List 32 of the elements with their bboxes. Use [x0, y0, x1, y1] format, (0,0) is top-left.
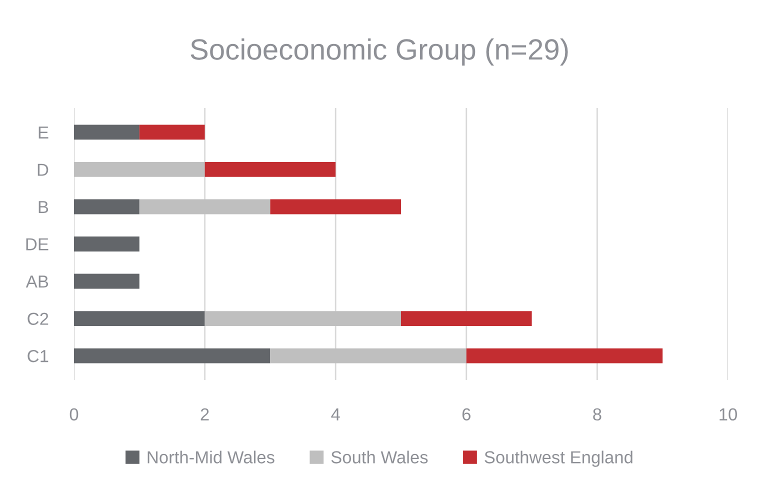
y-tick-label: D [38, 164, 48, 176]
bar [204, 162, 336, 177]
bar [74, 348, 270, 364]
legend-label: North-Mid Wales [148, 450, 274, 464]
bar [74, 199, 140, 214]
x-tick-label: 4 [331, 408, 340, 420]
x-tick-label: 6 [462, 408, 470, 421]
x-tick-label: 10 [720, 408, 737, 421]
bar [401, 311, 532, 326]
bar [74, 236, 140, 252]
bar [74, 274, 140, 289]
legend-label: South Wales [331, 450, 428, 464]
y-tick-label: C1 [28, 350, 48, 362]
bar [74, 311, 205, 326]
bar [270, 199, 401, 214]
chart-title: Socioeconomic Group (n=29) [190, 38, 568, 66]
y-tick-label: AB [26, 276, 48, 288]
bar [139, 124, 205, 140]
y-tick-label: C2 [28, 312, 48, 325]
bar [466, 348, 663, 364]
bar [204, 311, 401, 326]
bar [270, 348, 466, 364]
bar [74, 124, 140, 140]
y-tick-label: DE [26, 238, 48, 250]
x-tick-label: 8 [593, 408, 602, 421]
legend-label: Southwest England [484, 450, 632, 467]
x-tick-label: 2 [200, 408, 209, 420]
bar [139, 199, 270, 214]
bar [74, 162, 205, 177]
y-tick-label: E [38, 126, 48, 139]
y-tick-label: B [38, 201, 48, 214]
x-tick-label: 0 [70, 408, 78, 421]
